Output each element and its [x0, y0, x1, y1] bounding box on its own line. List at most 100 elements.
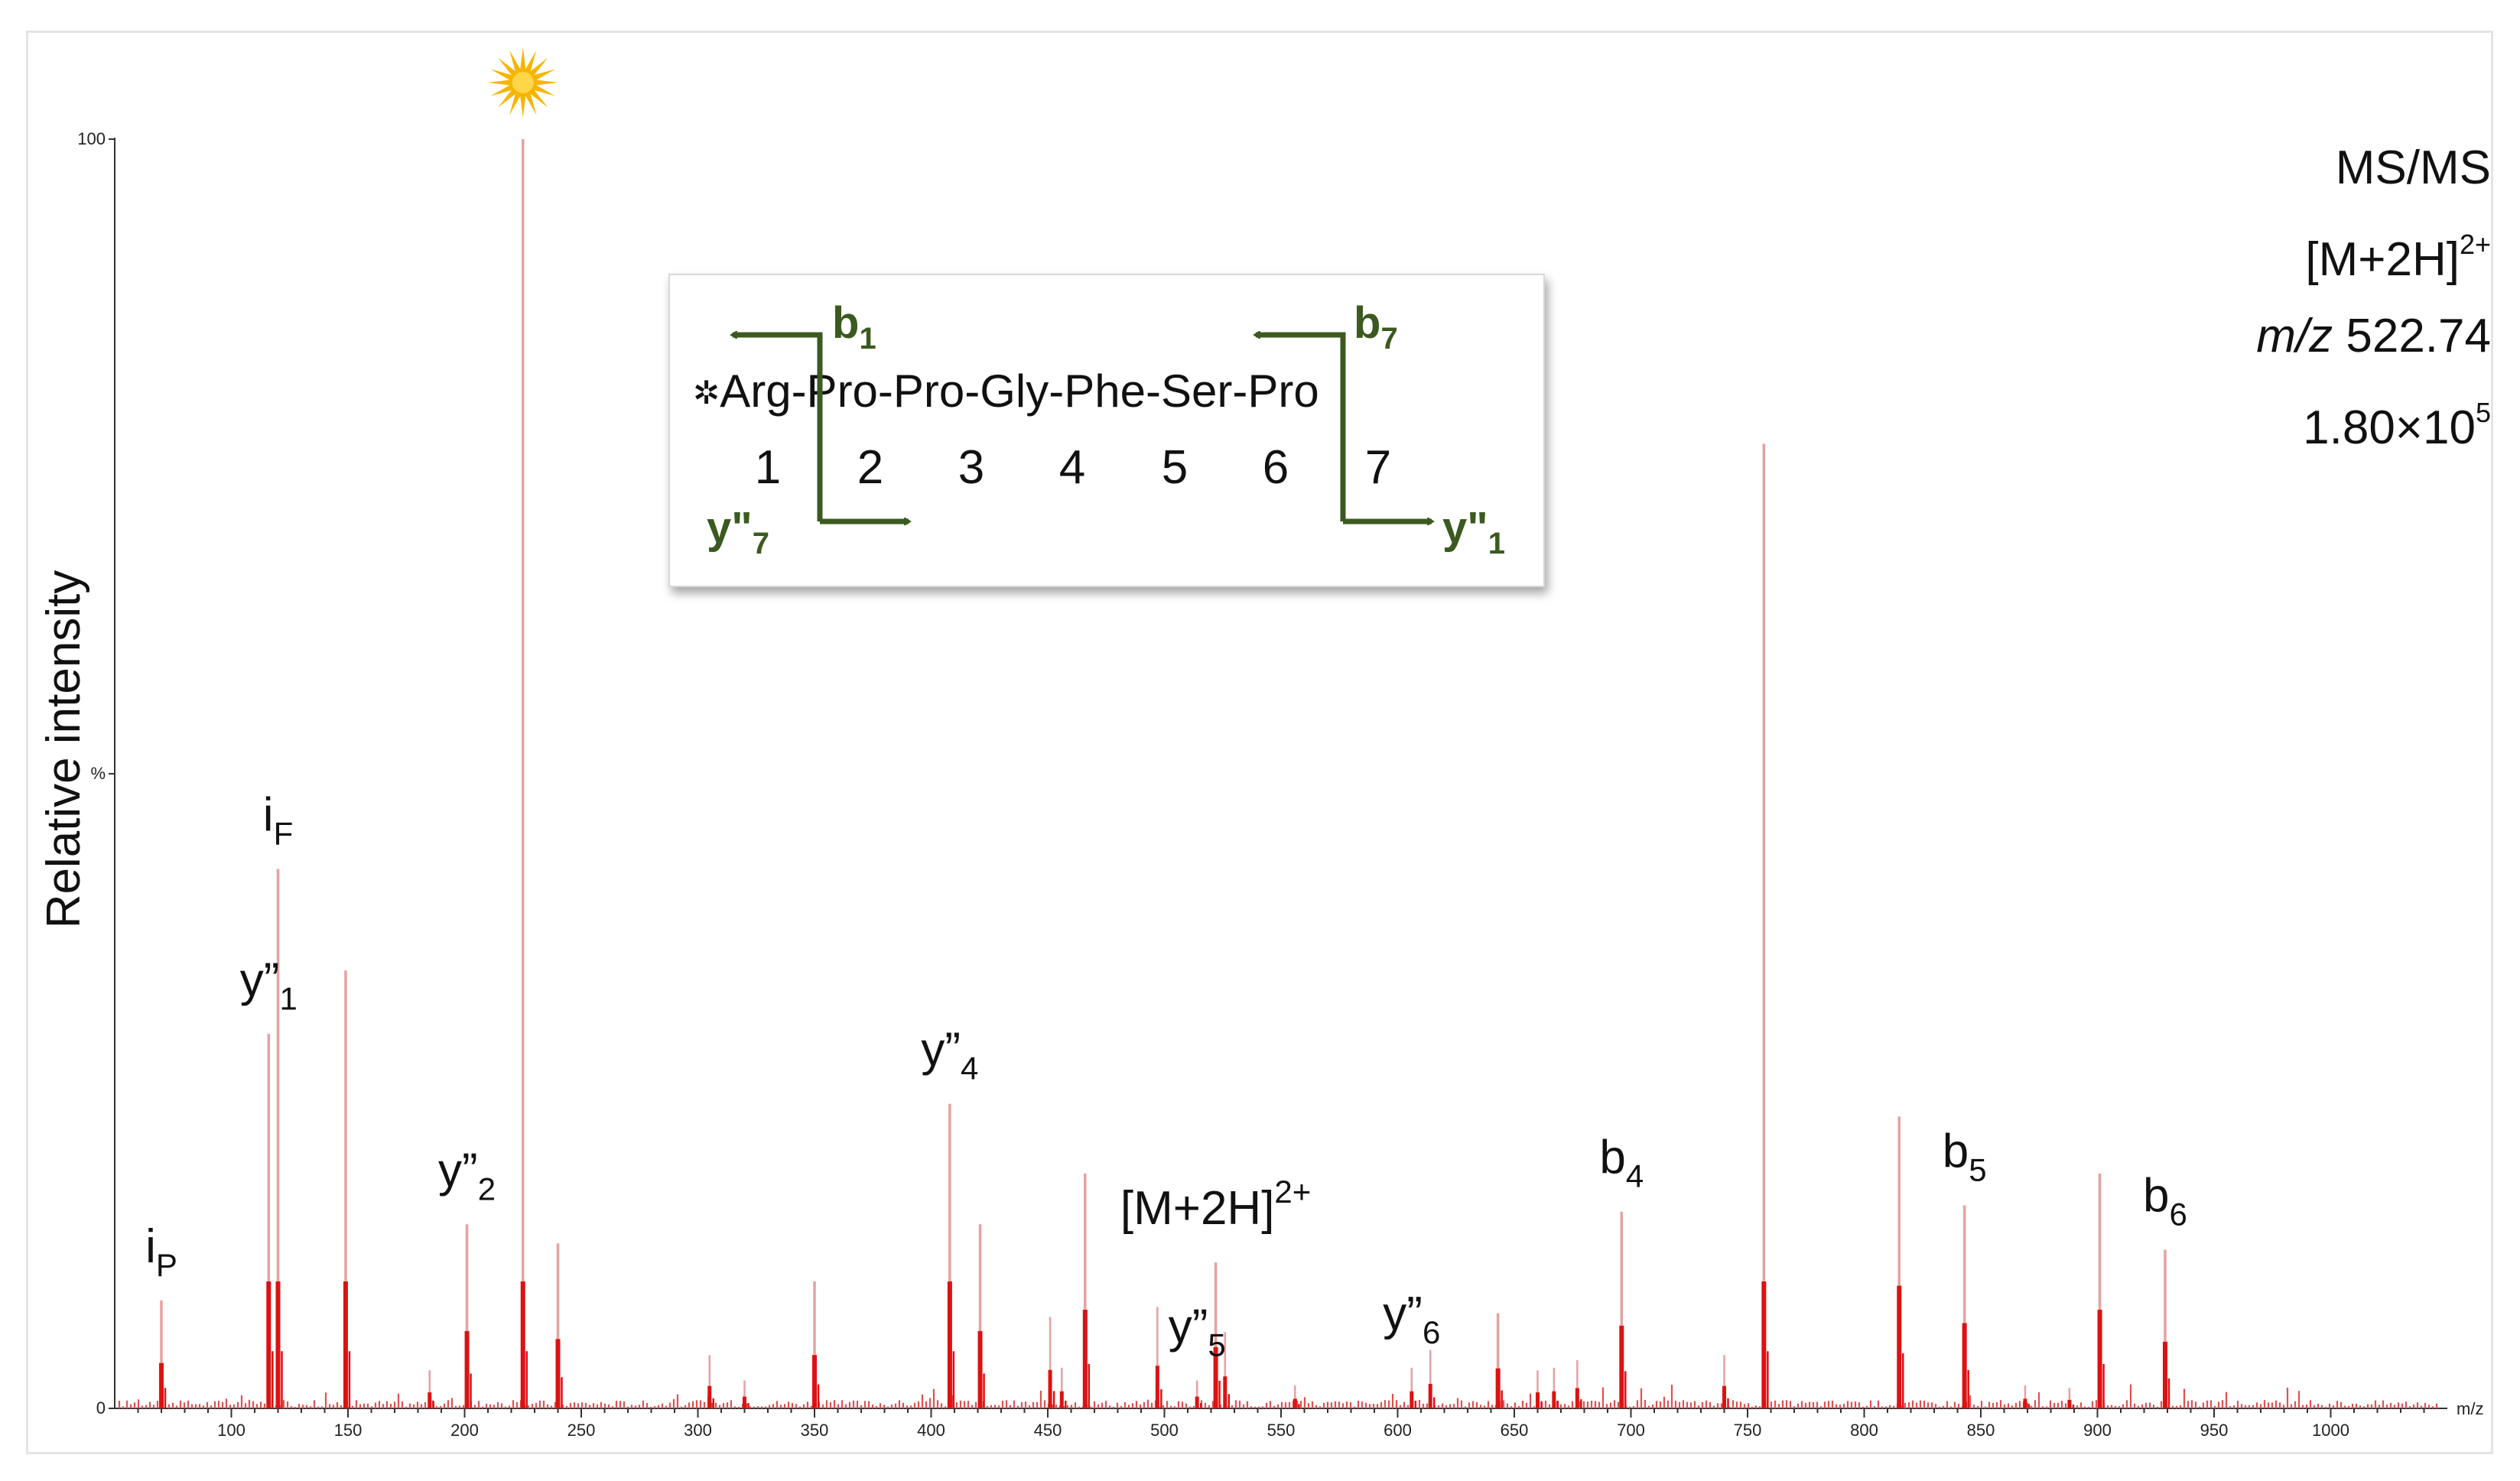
info-mz-value: 522.74 — [2333, 310, 2491, 362]
peptide-sequence: ✲Arg-Pro-Pro-Gly-Phe-Ser-Pro — [693, 365, 1319, 417]
ms-info-box: MS/MS [M+2H]2+ m/z 522.74 1.80×105 — [2256, 130, 2491, 466]
peak — [520, 139, 528, 1408]
y-axis-label: Relative intensity — [37, 570, 90, 929]
peak-label: y”6 — [1383, 1288, 1440, 1350]
info-intensity-base: 1.80×10 — [2303, 401, 2476, 454]
sequence-text: ✲Arg-Pro-Pro-Gly-Phe-Ser-Pro — [693, 365, 1319, 417]
peak-label: iF — [263, 789, 293, 852]
residue-position: 1 — [755, 441, 781, 494]
b1-arrow — [733, 335, 823, 521]
peak — [1155, 1307, 1162, 1408]
x-tick-label: 300 — [684, 1421, 712, 1440]
x-tick-label: 650 — [1501, 1421, 1529, 1440]
peak — [1761, 443, 1769, 1408]
x-tick-label: 350 — [801, 1421, 829, 1440]
noise-peaks — [118, 1384, 2438, 1408]
y1-label: y"1 — [1442, 503, 1505, 560]
x-tick-label: 700 — [1617, 1421, 1645, 1440]
peak-label: y”4 — [921, 1024, 978, 1086]
peak-label: y”1 — [240, 953, 298, 1016]
peak — [1428, 1349, 1436, 1408]
x-tick-label: 1000 — [2312, 1421, 2349, 1440]
baseline-noise — [118, 1384, 2438, 1408]
residue-position: 4 — [1059, 441, 1085, 494]
peak — [1619, 1211, 1627, 1408]
peak-label: y”2 — [438, 1144, 496, 1207]
peak — [555, 1243, 563, 1408]
y-tick-label: 100 — [77, 129, 106, 148]
peaks — [159, 139, 2170, 1408]
peak — [275, 869, 283, 1408]
peak — [1722, 1355, 1729, 1408]
x-tick-label: 850 — [1967, 1421, 1995, 1440]
x-tick-label: 550 — [1267, 1421, 1296, 1440]
peak-label: [M+2H]2+ — [1120, 1174, 1311, 1235]
residue-position: 2 — [857, 441, 883, 494]
b7-arrow — [1256, 335, 1346, 521]
starburst-core — [512, 72, 534, 93]
peak — [2023, 1385, 2031, 1408]
info-precursor-charge: 2+ — [2459, 229, 2491, 260]
y7-label: y"7 — [707, 503, 769, 560]
peak-label: b6 — [2143, 1170, 2187, 1233]
peak-label: iP — [145, 1220, 177, 1283]
peak — [1575, 1359, 1582, 1408]
peak — [2067, 1388, 2075, 1408]
x-tick-label: 100 — [217, 1421, 245, 1440]
peak — [1495, 1313, 1503, 1408]
figure-frame — [26, 31, 2493, 1454]
peak-labels: iP iF y”1 y”2 y”4 [M+2H]2+ y”5 y”6 b4 b5 b6 — [145, 789, 2187, 1363]
info-msms: MS/MS — [2335, 141, 2491, 194]
residue-position: 3 — [958, 441, 984, 494]
x-tick-label: 800 — [1850, 1421, 1878, 1440]
peak — [1962, 1205, 1969, 1408]
peak — [707, 1355, 714, 1408]
y-tick-label: 0 — [96, 1398, 106, 1418]
sequence-positions: 1 2 3 4 5 6 7 — [755, 441, 1391, 494]
info-intensity-exp: 5 — [2475, 397, 2491, 428]
x-tick-label: 400 — [917, 1421, 945, 1440]
b1-label: b1 — [832, 298, 876, 356]
residue-position: 6 — [1263, 441, 1289, 494]
derivatization-tag-icon: ✲ — [693, 375, 720, 411]
b7-label: b7 — [1354, 298, 1398, 356]
x-tick-label: 500 — [1150, 1421, 1179, 1440]
peak — [464, 1224, 472, 1408]
peak — [812, 1281, 820, 1408]
peak — [1293, 1385, 1300, 1408]
peak — [1410, 1367, 1417, 1408]
peak — [428, 1370, 434, 1408]
x-axis-unit: m/z — [2457, 1399, 2483, 1418]
info-mz-unit: m/z — [2256, 310, 2333, 362]
peak-label: b4 — [1599, 1132, 1644, 1194]
x-tick-label: 200 — [450, 1421, 479, 1440]
x-tick-label: 450 — [1034, 1421, 1062, 1440]
x-tick-label: 950 — [2200, 1421, 2229, 1440]
x-tick-label: 750 — [1734, 1421, 1762, 1440]
peak — [343, 970, 351, 1408]
peak — [743, 1380, 749, 1408]
peak — [1552, 1367, 1559, 1408]
peak — [1213, 1262, 1221, 1408]
info-intensity: 1.80×105 — [2256, 375, 2491, 466]
x-tick-label: 900 — [2083, 1421, 2112, 1440]
peak — [1223, 1332, 1231, 1408]
x-tick-label: 250 — [567, 1421, 596, 1440]
info-precursor: [M+2H]2+ — [2256, 206, 2491, 298]
peak-label: y”5 — [1169, 1300, 1226, 1362]
residue-position: 5 — [1162, 441, 1188, 494]
x-tick-label: 600 — [1384, 1421, 1412, 1440]
peak — [947, 1103, 955, 1408]
peak — [266, 1034, 274, 1408]
y-tick-label: % — [90, 764, 106, 783]
peak-label: b5 — [1943, 1125, 1987, 1187]
info-mz: m/z 522.74 — [2256, 298, 2491, 375]
peak — [1048, 1317, 1055, 1408]
x-tick-label: 150 — [334, 1421, 363, 1440]
star-marker — [487, 47, 558, 118]
peak — [977, 1224, 985, 1408]
info-precursor-base: [M+2H] — [2305, 233, 2460, 286]
